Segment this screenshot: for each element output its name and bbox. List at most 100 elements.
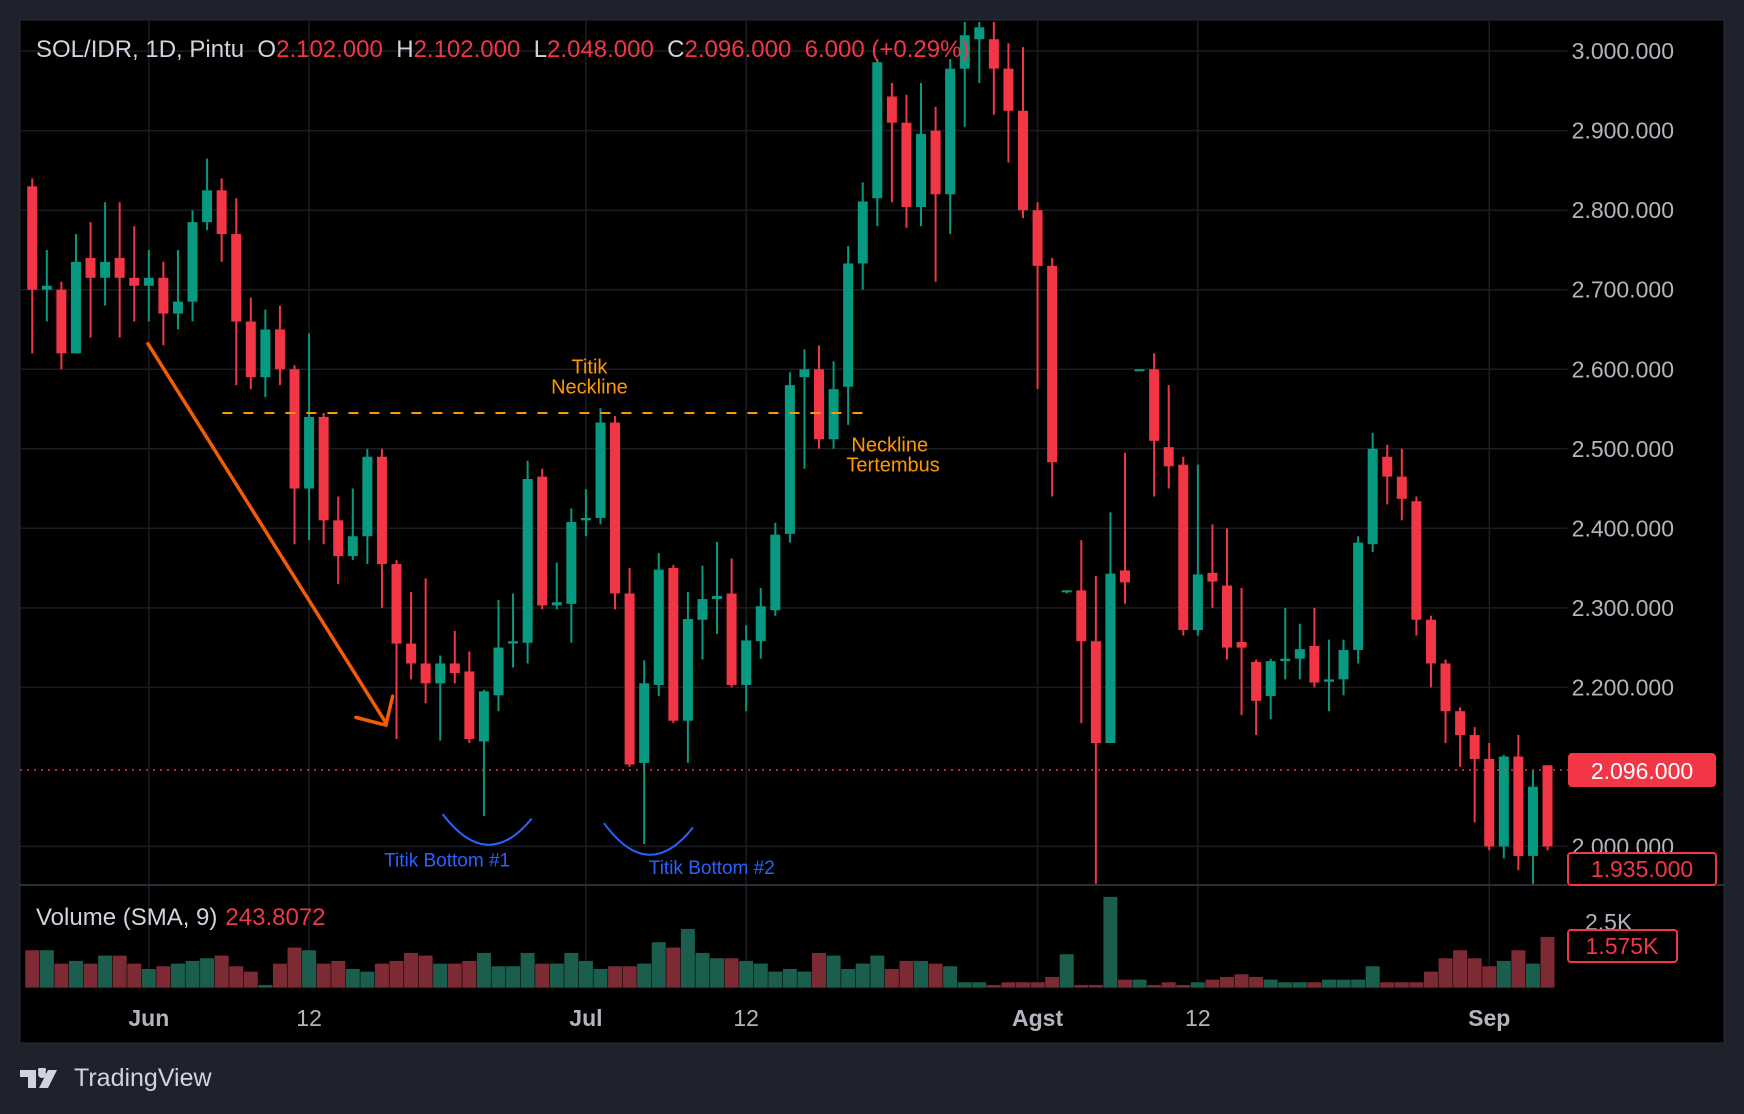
volume-bar xyxy=(739,960,754,988)
candle-up xyxy=(1061,590,1072,593)
volume-bar xyxy=(200,958,215,988)
neckline-break-label: Tertembus xyxy=(846,455,939,477)
volume-value: 243.8072 xyxy=(225,904,326,931)
candle-down xyxy=(1236,642,1247,648)
volume-bar xyxy=(608,966,623,988)
volume-bar xyxy=(229,966,244,988)
tradingview-logo[interactable]: TradingView xyxy=(20,1064,212,1093)
volume-bar xyxy=(520,952,535,988)
volume-bar xyxy=(287,947,302,988)
volume-bar xyxy=(972,982,987,988)
volume-bar xyxy=(1365,966,1380,988)
volume-bar xyxy=(578,960,593,988)
volume-bar xyxy=(272,963,287,988)
symbol-title[interactable]: SOL/IDR, 1D, Pintu xyxy=(36,36,245,63)
candle-down xyxy=(930,130,941,195)
volume-label[interactable]: Volume (SMA, 9) xyxy=(36,904,218,931)
candles xyxy=(27,22,1553,884)
time-tick-label: Jun xyxy=(128,1005,169,1031)
high-label: H xyxy=(396,36,414,63)
volume-bar xyxy=(476,952,491,988)
candle-up xyxy=(1323,679,1334,682)
candle-up xyxy=(1280,658,1291,662)
volume-bar xyxy=(724,958,739,988)
candle-up xyxy=(508,641,519,644)
candle-down xyxy=(1221,585,1232,648)
volume-bar xyxy=(1453,950,1468,988)
candle-down xyxy=(668,568,679,721)
volume-bar xyxy=(83,963,98,988)
volume-bar xyxy=(331,960,346,988)
candle-down xyxy=(56,289,67,354)
volume-bar xyxy=(98,955,113,988)
candle-up xyxy=(828,389,839,440)
volume-bar xyxy=(374,963,389,988)
arrow-head xyxy=(354,694,395,728)
volume-bar xyxy=(433,963,448,988)
symbol-legend: SOL/IDR, 1D, Pintu O2.102.000 H2.102.000… xyxy=(36,36,969,64)
low-marker-badge xyxy=(1567,852,1717,886)
candle-up xyxy=(493,647,504,696)
candle-up xyxy=(682,618,693,721)
volume-bar xyxy=(637,963,652,988)
neckline-break-label: Neckline xyxy=(851,435,928,457)
volume-bar xyxy=(1496,960,1511,988)
candle-down xyxy=(289,369,300,489)
volume-bar xyxy=(54,963,69,988)
change-value: 6.000 (+0.29%) xyxy=(804,36,970,63)
volume-bar xyxy=(870,955,885,988)
volume-bar xyxy=(389,960,404,988)
volume-bar xyxy=(666,947,681,988)
volume-bar xyxy=(1307,982,1322,988)
volume-bar xyxy=(1205,979,1220,988)
volume-bar xyxy=(797,971,812,988)
candle-up xyxy=(639,683,650,763)
volume-bar xyxy=(1161,982,1176,988)
candle-up xyxy=(580,517,591,521)
volume-bar xyxy=(214,955,229,988)
volume-legend: Volume (SMA, 9) 243.8072 xyxy=(36,904,326,932)
volume-bar xyxy=(1001,982,1016,988)
candle-up xyxy=(1265,661,1276,697)
candle-up xyxy=(362,456,373,537)
candle-up xyxy=(712,595,723,600)
candle-up xyxy=(70,261,81,354)
time-tick-label: 12 xyxy=(733,1005,759,1031)
volume-bar xyxy=(302,950,317,988)
volume-bar xyxy=(812,952,827,988)
candle-down xyxy=(1207,572,1218,582)
volume-bar xyxy=(622,966,637,988)
candle-down xyxy=(318,416,329,521)
close-value: 2.096.000 xyxy=(684,36,792,63)
volume-bar xyxy=(1045,976,1060,988)
candle-up xyxy=(843,263,854,387)
candle-down xyxy=(406,643,417,664)
time-axis[interactable]: Jun 12 Jul 12 Agst 12 Sep xyxy=(128,1005,1510,1031)
volume-bar xyxy=(1088,984,1103,988)
volume-bar xyxy=(1263,979,1278,988)
volume-bar xyxy=(957,982,972,988)
volume-bar xyxy=(1234,974,1249,988)
neckline-label: Neckline xyxy=(551,377,628,399)
price-tick-label: 2.400.000 xyxy=(1572,515,1674,541)
volume-bar xyxy=(1482,966,1497,988)
candle-up xyxy=(304,416,315,489)
candle-down xyxy=(1076,590,1087,642)
candle-up xyxy=(872,62,883,199)
candle-up xyxy=(522,478,533,643)
time-tick-label: Agst xyxy=(1012,1005,1063,1031)
candle-down xyxy=(726,593,737,685)
volume-bar xyxy=(185,960,200,988)
volume-bar xyxy=(710,958,725,988)
price-tick-label: 2.500.000 xyxy=(1572,436,1674,462)
candle-up xyxy=(41,285,52,290)
price-axis[interactable]: 3.000.000 2.900.000 2.800.000 2.700.000 2.60… xyxy=(1567,38,1717,963)
candle-down xyxy=(1411,501,1422,620)
candle-down xyxy=(988,39,999,69)
candle-up xyxy=(1192,574,1203,631)
volume-bar xyxy=(127,963,142,988)
candle-up xyxy=(172,301,183,314)
volume-bar xyxy=(1438,958,1453,988)
bottom2-arc xyxy=(603,822,694,856)
